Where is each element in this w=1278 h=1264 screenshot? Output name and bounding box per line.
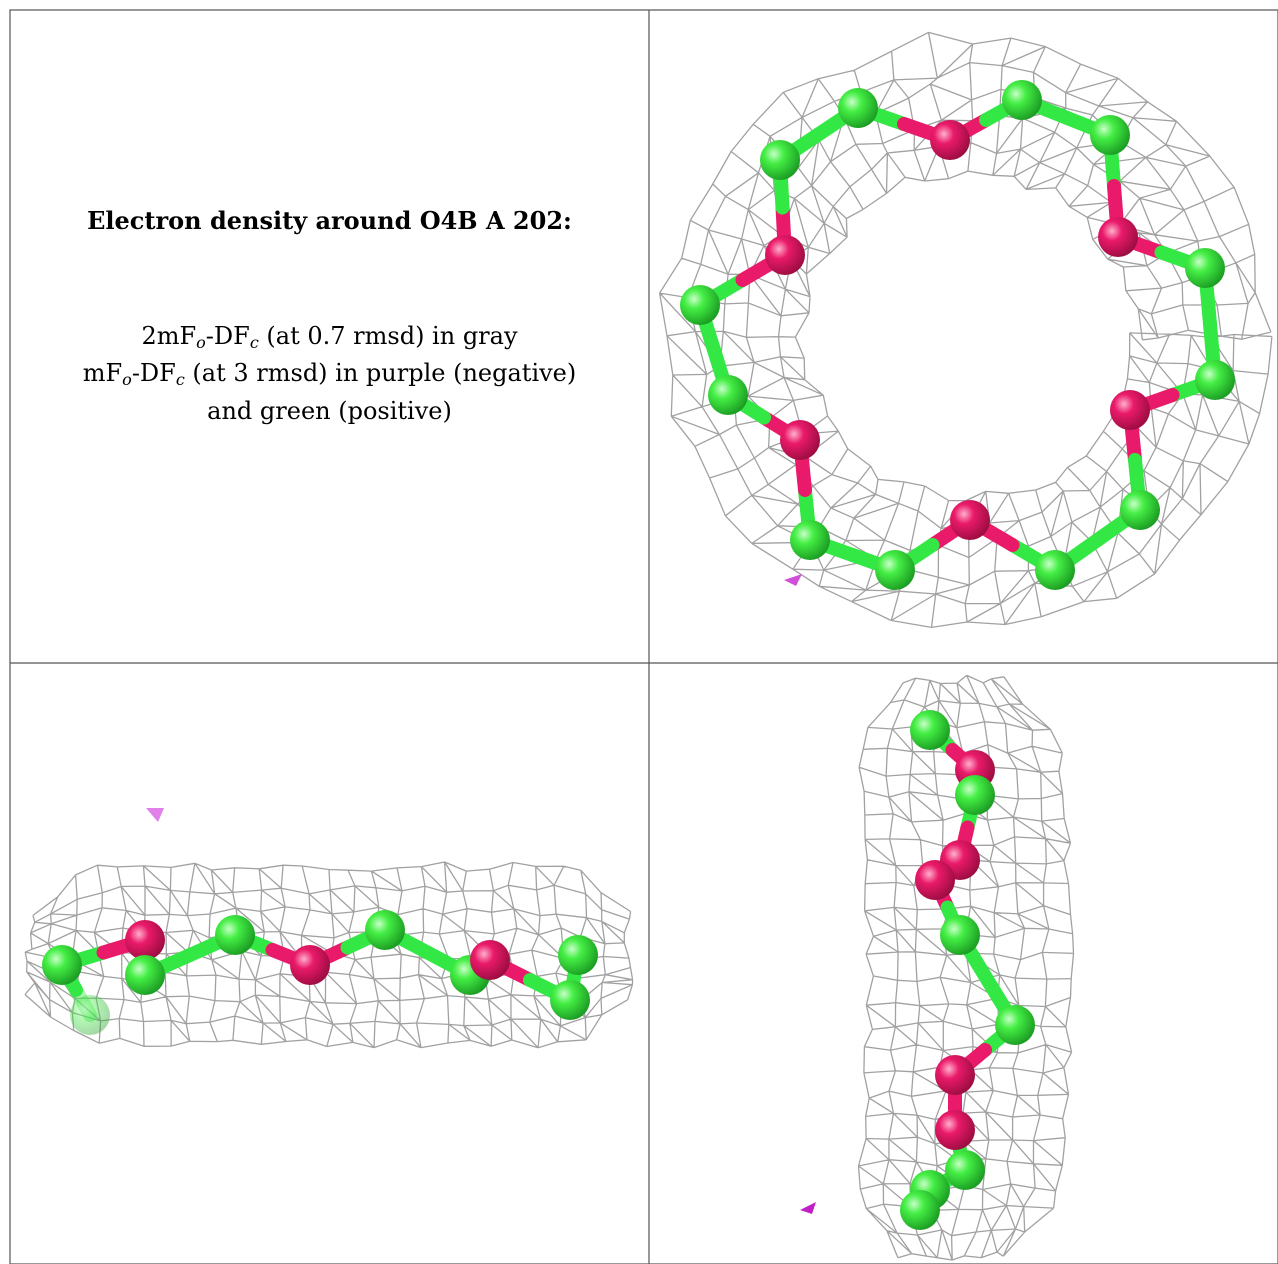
atom (935, 1055, 975, 1095)
atom (1090, 115, 1130, 155)
molecules (42, 80, 1235, 1230)
negative-density (784, 574, 802, 586)
atom (1110, 390, 1150, 430)
atom (1185, 248, 1225, 288)
subscript: c (249, 333, 259, 352)
caption-line: and green (positive) (10, 397, 649, 425)
negative-density (800, 1202, 816, 1214)
atom (935, 1110, 975, 1150)
atom (780, 420, 820, 460)
subscript: c (175, 370, 185, 389)
caption-title: Electron density around O4B A 202: (87, 206, 572, 235)
atom (1002, 80, 1042, 120)
atom (838, 88, 878, 128)
atom (900, 1190, 940, 1230)
negative-density (146, 808, 164, 822)
text: -DF (131, 359, 176, 387)
atom (125, 920, 165, 960)
molecule (42, 910, 598, 1035)
mesh (658, 31, 1273, 629)
atom (955, 775, 995, 815)
atom (550, 980, 590, 1020)
table-borders (9, 9, 1278, 1264)
caption-line: 2mFo-DFc (at 0.7 rmsd) in gray (10, 322, 649, 352)
atom (950, 500, 990, 540)
atom (945, 1150, 985, 1190)
atom (470, 940, 510, 980)
text: 2mF (141, 322, 197, 350)
density-mesh (24, 31, 1273, 1261)
atom (558, 935, 598, 975)
atom (290, 945, 330, 985)
atom (940, 915, 980, 955)
atom (1195, 360, 1235, 400)
subscript: o (122, 370, 132, 389)
atom (765, 235, 805, 275)
text: and green (positive) (207, 397, 452, 425)
atom (1098, 217, 1138, 257)
caption-line: mFo-DFc (at 3 rmsd) in purple (negative) (10, 359, 649, 389)
atom (70, 995, 110, 1035)
atom (42, 945, 82, 985)
mesh (857, 674, 1075, 1261)
atom (1035, 550, 1075, 590)
atom (995, 1005, 1035, 1045)
text: mF (82, 359, 123, 387)
atom (1120, 490, 1160, 530)
atom (875, 550, 915, 590)
molecule (680, 80, 1235, 590)
atom (910, 710, 950, 750)
atom (680, 285, 720, 325)
atom (215, 915, 255, 955)
subscript: o (196, 333, 206, 352)
text: -DF (205, 322, 250, 350)
atom (365, 910, 405, 950)
atom (125, 955, 165, 995)
atom (915, 860, 955, 900)
text: (at 0.7 rmsd) in gray (258, 322, 518, 350)
atom (760, 140, 800, 180)
molecule (900, 710, 1035, 1230)
text: (at 3 rmsd) in purple (negative) (184, 359, 577, 387)
atom (708, 375, 748, 415)
atom (790, 520, 830, 560)
atom (930, 120, 970, 160)
